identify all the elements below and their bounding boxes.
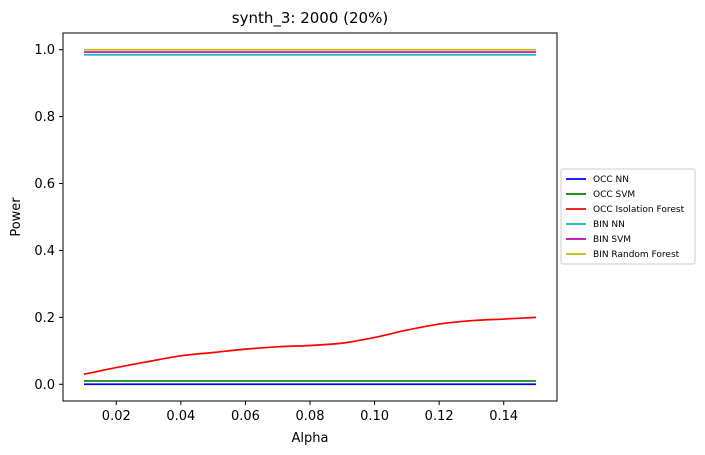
plot-area: 0.02 0.04 0.06 0.08 0.10 0.12 0.14 0.00.20.40.… (34, 32, 558, 424)
y-tick-label: 0.8 (34, 110, 55, 125)
x-tick-label: 0.12 (425, 409, 454, 424)
legend-label-occ-nn: OCC NN (593, 175, 629, 185)
x-axis: 0.02 0.04 0.06 0.08 0.10 0.12 0.14 (102, 401, 518, 424)
y-tick-label: 1.0 (34, 43, 55, 58)
x-tick-label: 0.14 (489, 409, 518, 424)
series-layer (83, 48, 537, 386)
legend-label-occ-svm: OCC SVM (593, 190, 635, 200)
y-axis-label: Power (9, 197, 24, 237)
x-tick-label: 0.04 (166, 409, 195, 424)
legend-box (560, 168, 696, 265)
x-tick-label: 0.08 (296, 409, 325, 424)
legend-label-bin-svm: BIN SVM (593, 235, 631, 245)
legend: OCC NN OCC SVM OCC Isolation Forest BIN NN B… (560, 168, 696, 265)
x-tick-label: 0.02 (102, 409, 131, 424)
x-tick-label: 0.06 (231, 409, 260, 424)
legend-label-bin-random-forest: BIN Random Forest (593, 250, 680, 260)
y-axis: 0.0 0.2 0.4 0.6 0.8 1.0 (34, 43, 63, 393)
legend-label-bin-nn: BIN NN (593, 220, 625, 230)
y-tick-label: 0.6 (34, 177, 55, 192)
x-tick-label: 0.10 (360, 409, 389, 424)
series-line-occ-isolation-forest (83, 316, 537, 376)
chart-title: synth_3: 2000 (20%) (232, 9, 388, 28)
x-axis-label: Alpha (292, 431, 329, 446)
legend-label-occ-isolation-forest: OCC Isolation Forest (593, 205, 685, 215)
y-tick-label: 0.2 (34, 311, 55, 326)
plot-frame (62, 32, 558, 402)
y-tick-label: 0.0 (34, 378, 55, 393)
y-tick-label: 0.4 (34, 244, 55, 259)
